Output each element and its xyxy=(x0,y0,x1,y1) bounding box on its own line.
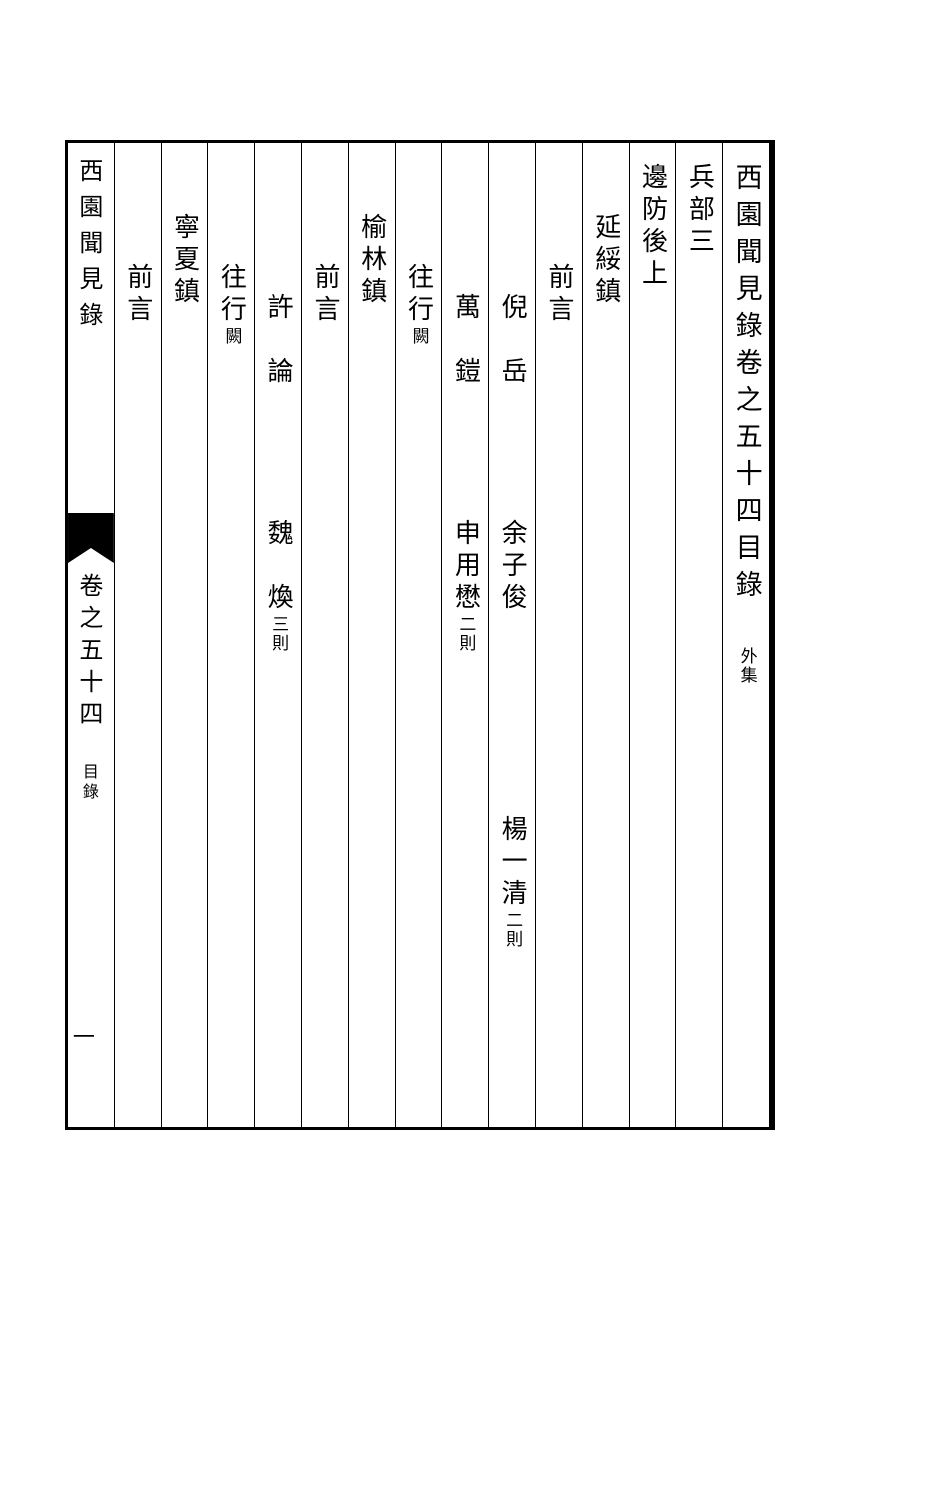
wangxing-1-note: 闕 xyxy=(410,327,429,346)
qianyan-1-text: 前言 xyxy=(546,263,572,327)
subheading-text: 邊防後上 xyxy=(640,163,666,291)
title-main: 西園聞見錄卷之五十四目錄 xyxy=(732,163,762,607)
name-wankai: 萬 鎧 xyxy=(451,293,480,389)
column-names-2: 萬 鎧申用懋二則 xyxy=(441,143,488,1127)
column-heading: 兵部三 xyxy=(675,143,722,1127)
note-weihuan: 三則 xyxy=(269,615,288,653)
heading-text: 兵部三 xyxy=(686,163,712,259)
column-wangxing-1: 往行闕 xyxy=(395,143,442,1127)
wangxing-2-note: 闕 xyxy=(222,327,241,346)
running-top-title: 西園聞見錄 xyxy=(71,158,106,338)
section-1-text: 延綏鎮 xyxy=(593,213,619,309)
names-3-text: 許 論魏 煥三則 xyxy=(265,293,291,653)
wangxing-2-label: 往行 xyxy=(217,263,246,327)
name-yangyiqing: 楊一清 xyxy=(498,815,527,911)
column-qianyan-1: 前言 xyxy=(535,143,582,1127)
section-3-text: 寧夏鎮 xyxy=(172,213,198,309)
wangxing-2-text: 往行闕 xyxy=(218,263,244,346)
section-2-text: 榆林鎮 xyxy=(359,213,385,309)
name-weihuan: 魏 煥 xyxy=(264,519,293,615)
column-section-1: 延綏鎮 xyxy=(582,143,629,1127)
column-names-3: 許 論魏 煥三則 xyxy=(254,143,301,1127)
column-wangxing-2: 往行闕 xyxy=(207,143,254,1127)
running-volume: 卷之五十四 xyxy=(71,573,106,733)
column-names-1: 倪 岳余子俊楊一清二則 xyxy=(488,143,535,1127)
note-shenyongmao: 二則 xyxy=(456,615,475,653)
name-shenyongmao: 申用懋 xyxy=(451,519,480,615)
wangxing-1-label: 往行 xyxy=(405,263,434,327)
note-yangyiqing: 二則 xyxy=(503,911,522,949)
column-qianyan-3: 前言 xyxy=(114,143,161,1127)
name-yuzijun: 余子俊 xyxy=(498,519,527,615)
page-number: 一 xyxy=(66,1025,98,1047)
wangxing-1-text: 往行闕 xyxy=(406,263,432,346)
names-1-text: 倪 岳余子俊楊一清二則 xyxy=(499,293,525,949)
column-running: 西園聞見錄 卷之五十四 目錄 一 xyxy=(68,143,114,1127)
name-niyue: 倪 岳 xyxy=(498,293,527,389)
fishtail-icon xyxy=(68,513,114,563)
page-frame: 西園聞見錄卷之五十四目錄外集 兵部三 邊防後上 延綏鎮 前言 倪 岳余子俊楊一清… xyxy=(65,140,775,1130)
column-title: 西園聞見錄卷之五十四目錄外集 xyxy=(722,143,769,1127)
column-qianyan-2: 前言 xyxy=(301,143,348,1127)
column-section-3: 寧夏鎮 xyxy=(161,143,208,1127)
title-text: 西園聞見錄卷之五十四目錄外集 xyxy=(733,163,760,685)
column-section-2: 榆林鎮 xyxy=(348,143,395,1127)
qianyan-3-text: 前言 xyxy=(125,263,151,327)
name-xulun: 許 論 xyxy=(264,293,293,389)
column-subheading: 邊防後上 xyxy=(629,143,676,1127)
qianyan-2-text: 前言 xyxy=(312,263,338,327)
names-2-text: 萬 鎧申用懋二則 xyxy=(452,293,478,653)
title-note: 外集 xyxy=(738,647,757,685)
running-section: 目錄 xyxy=(76,763,100,803)
